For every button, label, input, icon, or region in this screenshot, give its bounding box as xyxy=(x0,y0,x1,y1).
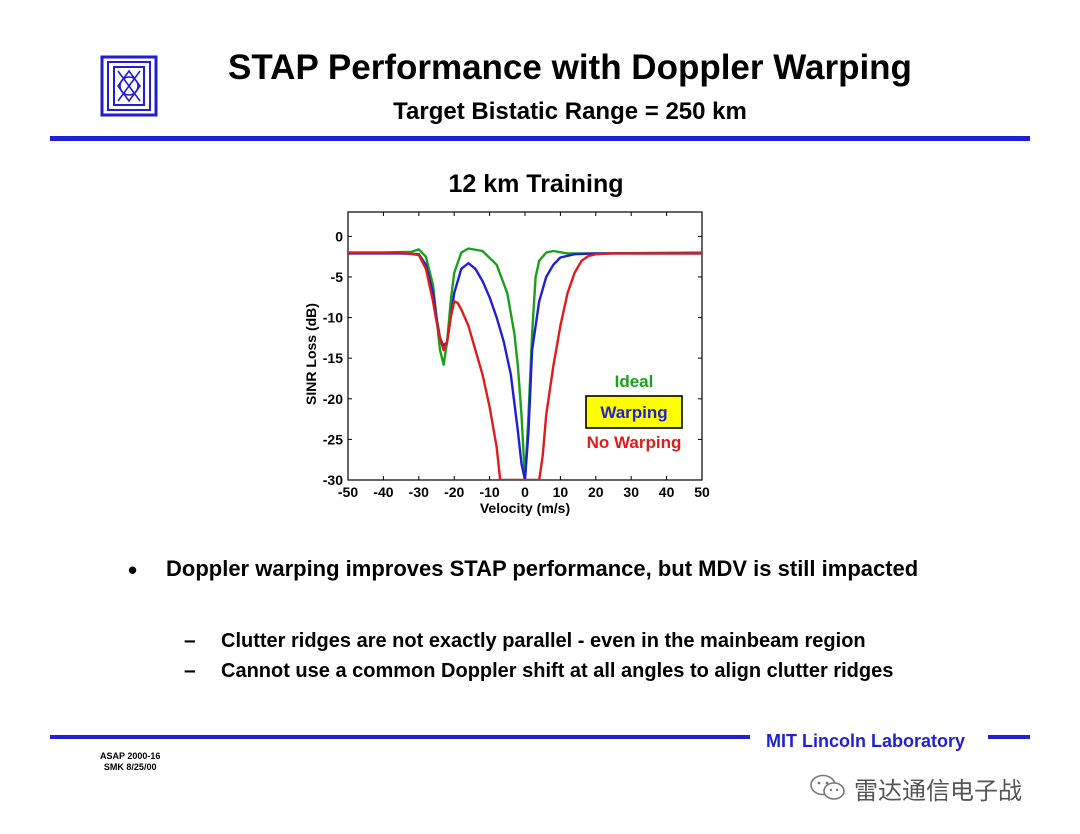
y-tick-label: -10 xyxy=(323,310,343,326)
y-tick-label: 0 xyxy=(335,228,343,244)
x-tick-label: -20 xyxy=(444,484,464,500)
wechat-watermark: 雷达通信电子战 xyxy=(808,770,1048,806)
y-tick-label: -20 xyxy=(323,391,343,407)
lab-name: MIT Lincoln Laboratory xyxy=(766,731,966,751)
x-tick-label: 30 xyxy=(623,484,639,500)
sub-bullet-1: Clutter ridges are not exactly parallel … xyxy=(221,630,866,652)
sub-bullet-dash: – xyxy=(184,659,196,682)
page-subtitle: Target Bistatic Range = 250 km xyxy=(393,98,747,125)
legend-label-no-warping: No Warping xyxy=(587,433,682,452)
x-tick-label: -50 xyxy=(338,484,358,500)
series-line-no-warping xyxy=(348,251,702,480)
x-tick-label: -10 xyxy=(479,484,499,500)
y-axis-label: SINR Loss (dB) xyxy=(303,303,319,405)
y-tick-label: -30 xyxy=(323,472,343,488)
legend-box-warping xyxy=(585,395,683,429)
wechat-account-name: 雷达通信电子战 xyxy=(854,776,1022,805)
footer-rule xyxy=(50,735,750,739)
document-code-line2: SMK 8/25/00 xyxy=(103,762,157,772)
y-tick-label: -25 xyxy=(323,431,343,447)
document-code-line1: ASAP 2000-16 xyxy=(100,751,161,761)
wechat-icon xyxy=(810,774,845,800)
legend-label-ideal: Ideal xyxy=(615,372,654,391)
document-code: ASAP 2000-16 SMK 8/25/00 xyxy=(100,751,160,773)
x-tick-label: 40 xyxy=(659,484,675,500)
footer-rule-right xyxy=(988,735,1030,739)
sub-bullet-2: Cannot use a common Doppler shift at all… xyxy=(221,660,894,682)
x-tick-label: 50 xyxy=(694,484,710,500)
bullet-main: Doppler warping improves STAP performanc… xyxy=(166,556,919,581)
x-tick-label: 10 xyxy=(553,484,569,500)
y-tick-label: -5 xyxy=(331,269,344,285)
sinr-loss-chart: -50 -40 -30 -20 -10 0 10 20 30 40 50 0 -5 -10 -15 -20 -2… xyxy=(303,211,710,516)
lincoln-lab-logo-icon xyxy=(100,55,158,117)
bullet-marker: • xyxy=(128,555,138,585)
x-axis-label: Velocity (m/s) xyxy=(480,500,570,516)
series-line-ideal xyxy=(348,247,702,480)
legend-label-warping: Warping xyxy=(600,403,667,422)
x-tick-label: -30 xyxy=(409,484,429,500)
x-tick-label: 0 xyxy=(521,484,529,500)
x-tick-label: 20 xyxy=(588,484,604,500)
y-tick-label: -15 xyxy=(323,350,343,366)
header-rule xyxy=(50,136,1030,141)
chart-title: 12 km Training xyxy=(448,170,624,198)
sub-bullet-dash: – xyxy=(184,629,196,652)
x-tick-label: -40 xyxy=(373,484,393,500)
page-title: STAP Performance with Doppler Warping xyxy=(228,48,912,87)
